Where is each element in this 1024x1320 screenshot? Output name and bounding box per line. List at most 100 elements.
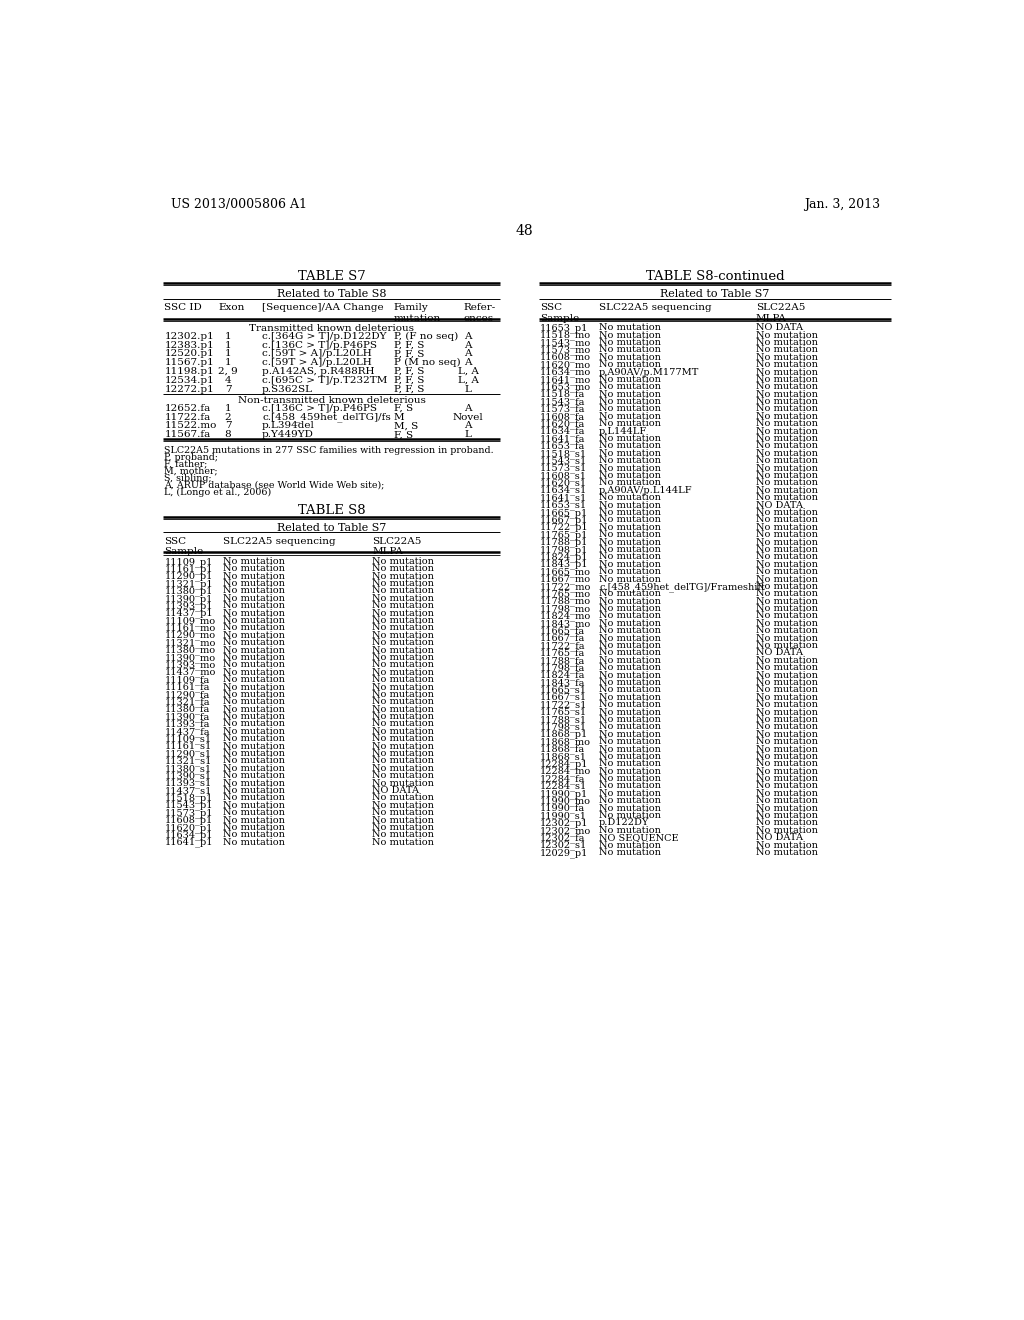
- Text: 11798_p1: 11798_p1: [541, 545, 589, 554]
- Text: No mutation: No mutation: [756, 818, 817, 828]
- Text: No mutation: No mutation: [599, 663, 662, 672]
- Text: No mutation: No mutation: [599, 560, 662, 569]
- Text: 11522.mo: 11522.mo: [165, 421, 217, 430]
- Text: 11667_fa: 11667_fa: [541, 634, 586, 643]
- Text: No mutation: No mutation: [756, 759, 817, 768]
- Text: No mutation: No mutation: [372, 771, 434, 780]
- Text: 11824_mo: 11824_mo: [541, 611, 592, 622]
- Text: No mutation: No mutation: [599, 730, 662, 739]
- Text: No mutation: No mutation: [372, 711, 434, 721]
- Text: P, (F no seq): P, (F no seq): [394, 331, 458, 341]
- Text: 11653_s1: 11653_s1: [541, 500, 588, 511]
- Text: 11722_mo: 11722_mo: [541, 582, 592, 591]
- Text: 11843_p1: 11843_p1: [541, 560, 589, 569]
- Text: No mutation: No mutation: [372, 586, 434, 595]
- Text: No mutation: No mutation: [599, 515, 662, 524]
- Text: NO SEQUENCE: NO SEQUENCE: [599, 833, 679, 842]
- Text: 11653_mo: 11653_mo: [541, 383, 592, 392]
- Text: No mutation: No mutation: [599, 323, 662, 333]
- Text: 11798_fa: 11798_fa: [541, 663, 586, 673]
- Text: 12302_p1: 12302_p1: [541, 818, 589, 828]
- Text: No mutation: No mutation: [599, 375, 662, 384]
- Text: No mutation: No mutation: [372, 756, 434, 766]
- Text: No mutation: No mutation: [599, 523, 662, 532]
- Text: 11722_p1: 11722_p1: [541, 523, 589, 532]
- Text: No mutation: No mutation: [756, 457, 817, 465]
- Text: P, proband;: P, proband;: [165, 453, 218, 462]
- Text: No mutation: No mutation: [599, 804, 662, 813]
- Text: No mutation: No mutation: [372, 808, 434, 817]
- Text: Novel: Novel: [453, 412, 483, 421]
- Text: No mutation: No mutation: [223, 668, 286, 677]
- Text: No mutation: No mutation: [223, 764, 286, 772]
- Text: S, sibling;: S, sibling;: [165, 474, 212, 483]
- Text: No mutation: No mutation: [223, 682, 286, 692]
- Text: No mutation: No mutation: [756, 420, 817, 428]
- Text: No mutation: No mutation: [372, 668, 434, 677]
- Text: No mutation: No mutation: [223, 638, 286, 647]
- Text: No mutation: No mutation: [372, 779, 434, 788]
- Text: 11198.p1: 11198.p1: [165, 367, 214, 376]
- Text: No mutation: No mutation: [599, 360, 662, 370]
- Text: No mutation: No mutation: [223, 675, 286, 684]
- Text: No mutation: No mutation: [223, 557, 286, 566]
- Text: No mutation: No mutation: [756, 375, 817, 384]
- Text: 12302_s1: 12302_s1: [541, 841, 588, 850]
- Text: 11765_s1: 11765_s1: [541, 708, 588, 717]
- Text: 12284_p1: 12284_p1: [541, 759, 589, 770]
- Text: No mutation: No mutation: [372, 682, 434, 692]
- Text: No mutation: No mutation: [599, 463, 662, 473]
- Text: P, F, S: P, F, S: [394, 376, 424, 385]
- Text: No mutation: No mutation: [756, 560, 817, 569]
- Text: M: M: [394, 412, 404, 421]
- Text: 1: 1: [224, 358, 231, 367]
- Text: No mutation: No mutation: [372, 705, 434, 714]
- Text: No mutation: No mutation: [756, 804, 817, 813]
- Text: No mutation: No mutation: [223, 711, 286, 721]
- Text: No mutation: No mutation: [223, 742, 286, 751]
- Text: L, A: L, A: [458, 367, 478, 376]
- Text: No mutation: No mutation: [756, 619, 817, 628]
- Text: No mutation: No mutation: [223, 564, 286, 573]
- Text: 11634_p1: 11634_p1: [165, 830, 213, 840]
- Text: No mutation: No mutation: [599, 708, 662, 717]
- Text: 11573_p1: 11573_p1: [165, 808, 213, 818]
- Text: No mutation: No mutation: [756, 478, 817, 487]
- Text: No mutation: No mutation: [756, 545, 817, 554]
- Text: No mutation: No mutation: [223, 734, 286, 743]
- Text: 12302_fa: 12302_fa: [541, 833, 586, 843]
- Text: F, S: F, S: [394, 430, 413, 440]
- Text: 12302_mo: 12302_mo: [541, 826, 592, 836]
- Text: 1: 1: [224, 404, 231, 413]
- Text: 2: 2: [224, 412, 231, 421]
- Text: SLC22A5 mutations in 277 SSC families with regression in proband.: SLC22A5 mutations in 277 SSC families wi…: [165, 446, 494, 455]
- Text: No mutation: No mutation: [599, 700, 662, 709]
- Text: No mutation: No mutation: [223, 660, 286, 669]
- Text: No mutation: No mutation: [599, 796, 662, 805]
- Text: P, F, S: P, F, S: [394, 367, 424, 376]
- Text: No mutation: No mutation: [372, 616, 434, 624]
- Text: No mutation: No mutation: [599, 552, 662, 561]
- Text: No mutation: No mutation: [372, 645, 434, 655]
- Text: No mutation: No mutation: [223, 779, 286, 788]
- Text: No mutation: No mutation: [599, 441, 662, 450]
- Text: No mutation: No mutation: [599, 330, 662, 339]
- Text: 11641_mo: 11641_mo: [541, 375, 592, 384]
- Text: No mutation: No mutation: [372, 609, 434, 618]
- Text: 11518_mo: 11518_mo: [541, 330, 592, 341]
- Text: c.[695C > T]/p.T232TM: c.[695C > T]/p.T232TM: [262, 376, 387, 385]
- Text: 11393_p1: 11393_p1: [165, 601, 213, 611]
- Text: 12520.p1: 12520.p1: [165, 350, 214, 358]
- Text: No mutation: No mutation: [756, 330, 817, 339]
- Text: No mutation: No mutation: [223, 816, 286, 825]
- Text: 12284_s1: 12284_s1: [541, 781, 588, 791]
- Text: No mutation: No mutation: [223, 808, 286, 817]
- Text: 11380_s1: 11380_s1: [165, 764, 212, 774]
- Text: No mutation: No mutation: [756, 426, 817, 436]
- Text: 11667_mo: 11667_mo: [541, 574, 592, 585]
- Text: No mutation: No mutation: [372, 653, 434, 661]
- Text: 11665_fa: 11665_fa: [541, 626, 586, 636]
- Text: 11990_mo: 11990_mo: [541, 796, 591, 807]
- Text: 11543_s1: 11543_s1: [541, 457, 588, 466]
- Text: No mutation: No mutation: [756, 841, 817, 850]
